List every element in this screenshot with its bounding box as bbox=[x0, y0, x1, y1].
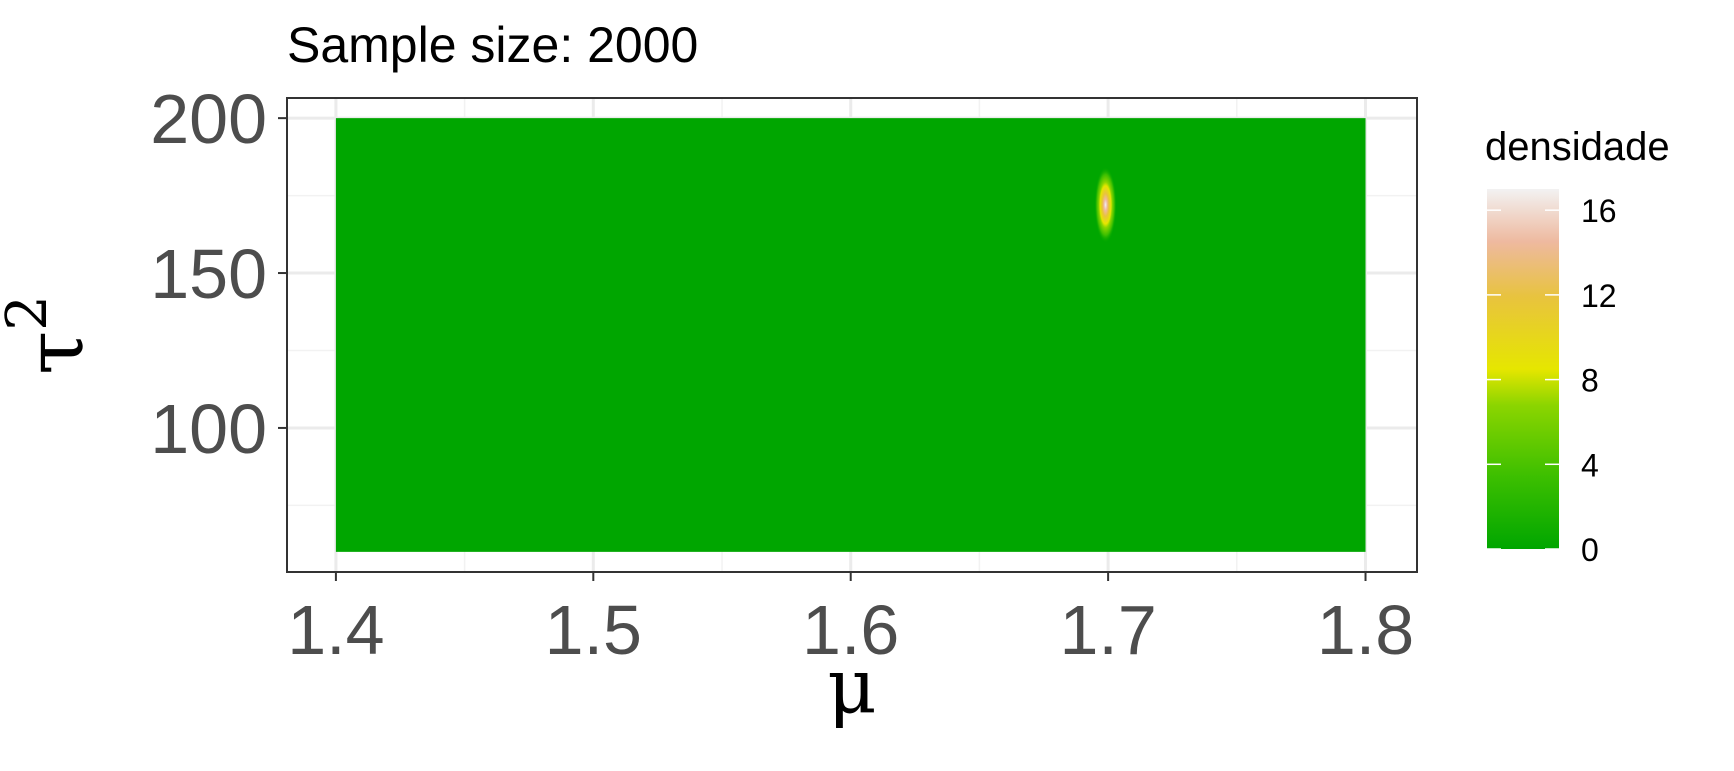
x-tick-label-2: 1.6 bbox=[802, 591, 899, 669]
y-axis: 100 150 200 bbox=[150, 80, 287, 468]
y-axis-title-base: τ bbox=[8, 331, 101, 375]
heatmap-tiles bbox=[335, 118, 1366, 552]
legend-tick-label-3: 12 bbox=[1581, 278, 1617, 314]
legend-colorbar bbox=[1487, 189, 1559, 549]
y-tick-label-0: 100 bbox=[150, 390, 267, 468]
legend-tick-label-1: 4 bbox=[1581, 447, 1599, 483]
x-tick-label-1: 1.5 bbox=[545, 591, 642, 669]
y-axis-title: τ2 bbox=[0, 295, 101, 375]
legend: densidade 0 4 8 12 16 bbox=[1485, 125, 1670, 568]
x-tick-label-0: 1.4 bbox=[287, 591, 384, 669]
x-tick-label-4: 1.8 bbox=[1317, 591, 1414, 669]
plot-panel-border bbox=[286, 97, 1418, 573]
x-axis: 1.4 1.5 1.6 1.7 1.8 bbox=[287, 572, 1414, 669]
legend-tick-label-2: 8 bbox=[1581, 363, 1599, 399]
svg-text:τ2: τ2 bbox=[0, 295, 101, 375]
y-axis-title-superscript: 2 bbox=[0, 295, 60, 331]
y-tick-label-2: 200 bbox=[150, 80, 267, 158]
density-peak bbox=[1094, 166, 1117, 243]
legend-tick-label-4: 16 bbox=[1581, 193, 1617, 229]
chart-title: Sample size: 2000 bbox=[287, 17, 698, 73]
y-tick-label-1: 150 bbox=[150, 235, 267, 313]
x-axis-title: μ bbox=[827, 641, 876, 730]
x-tick-label-3: 1.7 bbox=[1059, 591, 1156, 669]
legend-ticks: 0 4 8 12 16 bbox=[1487, 193, 1617, 568]
legend-tick-label-0: 0 bbox=[1581, 532, 1599, 568]
legend-title: densidade bbox=[1485, 125, 1670, 169]
